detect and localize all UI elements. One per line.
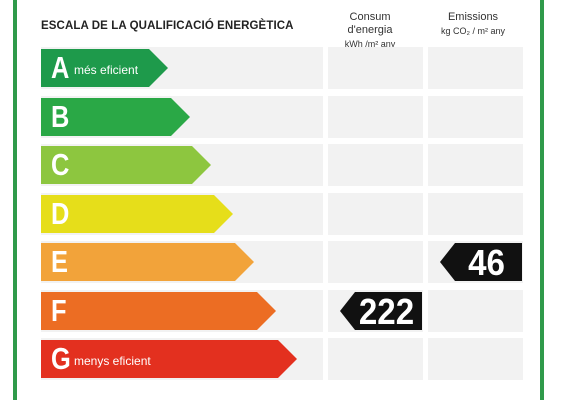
row-background-g-col1 xyxy=(328,338,423,380)
emissions-rating-tag-value: 46 xyxy=(468,242,505,283)
class-arrow-b: B xyxy=(41,98,190,136)
energy-rating-tag-value: 222 xyxy=(358,291,415,332)
row-background-b-col1 xyxy=(328,96,423,138)
row-background-b-col2 xyxy=(428,96,523,138)
class-arrow-c: C xyxy=(41,146,211,184)
class-letter: E xyxy=(51,244,68,279)
class-letter: G xyxy=(51,341,71,376)
energy-column-header: Consum d'energia kWh /m² any xyxy=(328,11,412,51)
row-background-a-col1 xyxy=(328,47,423,89)
emissions-rating-tag: 46 xyxy=(440,242,522,283)
class-letter: D xyxy=(51,196,70,231)
class-letter: F xyxy=(51,293,67,328)
energy-label: Consum d'energia xyxy=(347,11,393,36)
row-background-f-col2 xyxy=(428,290,523,332)
scale-title: ESCALA DE LA QUALIFICACIÓ ENERGÈTICA xyxy=(41,20,294,32)
row-background-a-col2 xyxy=(428,47,523,89)
row-background-e-col1 xyxy=(328,241,423,283)
row-background-d-col2 xyxy=(428,193,523,235)
energy-unit: kWh /m² any xyxy=(344,39,396,49)
class-arrow-e: E xyxy=(41,243,254,281)
row-background-g-col2 xyxy=(428,338,523,380)
class-letter: A xyxy=(51,50,70,85)
class-arrow-d: D xyxy=(41,195,233,233)
row-background-c-col1 xyxy=(328,144,423,186)
emissions-label: Emissions xyxy=(447,11,499,23)
energy-rating-tag: 222 xyxy=(340,291,422,332)
class-letter: C xyxy=(51,147,70,182)
emissions-unit: kg CO₂ / m² any xyxy=(440,26,505,36)
certificate-frame xyxy=(13,0,544,400)
class-letter: B xyxy=(51,99,70,134)
row-background-c-col2 xyxy=(428,144,523,186)
class-arrow-f: F xyxy=(41,292,276,330)
class-note: més eficient xyxy=(74,63,139,77)
class-note: menys eficient xyxy=(74,354,151,368)
emissions-column-header: Emissions kg CO₂ / m² any xyxy=(430,11,516,38)
row-background-d-col1 xyxy=(328,193,423,235)
